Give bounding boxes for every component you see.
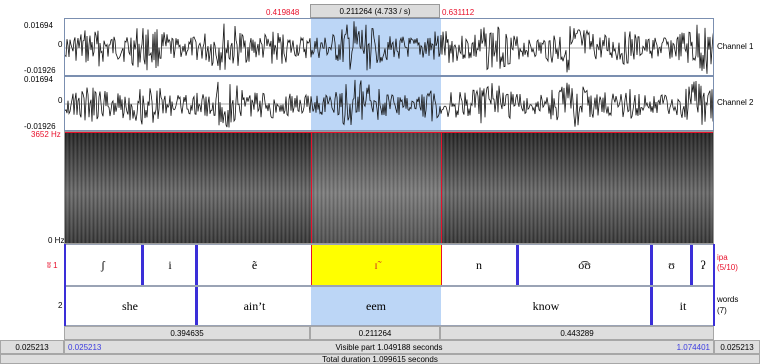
start-boundary xyxy=(64,244,66,326)
tier1-number: 1 xyxy=(53,261,58,270)
visible-part-label: Visible part 1.049188 seconds xyxy=(335,342,443,352)
channel2-label: Channel 2 xyxy=(717,98,754,107)
tier1-marker-glyph: ʬ xyxy=(47,261,51,270)
channel2-wave-svg xyxy=(65,79,713,128)
visible-start-label: 0.025213 xyxy=(68,342,102,352)
visible-outer-right-label: 0.025213 xyxy=(720,342,754,352)
tier2-interval-label: know xyxy=(532,298,560,313)
tier1-interval-label: n xyxy=(476,257,482,272)
tier2-interval[interactable]: she xyxy=(65,287,195,325)
channel2-max: 0.01694 xyxy=(24,75,53,84)
tier1-cursor-left xyxy=(311,245,312,285)
tier1-boundary[interactable] xyxy=(690,245,693,285)
tier1-marker: ʬ 1 xyxy=(47,261,58,271)
tier1-interval[interactable]: n xyxy=(442,245,516,285)
tier2-number: 2 xyxy=(58,301,63,310)
spectrogram-selection xyxy=(311,132,441,243)
selection-start-time: 0.419848 xyxy=(266,8,300,17)
tier2-interval-label: eem xyxy=(366,298,386,313)
channel1-label: Channel 1 xyxy=(717,42,754,51)
visible-outer-left[interactable]: 0.025213 xyxy=(0,340,64,354)
tier1-boundary[interactable] xyxy=(516,245,519,285)
visible-part-bar[interactable]: 0.025213 Visible part 1.049188 seconds 1… xyxy=(64,340,714,354)
total-duration-label: Total duration 1.099615 seconds xyxy=(322,354,438,364)
visible-outer-right[interactable]: 0.025213 xyxy=(714,340,760,354)
tier2-words[interactable]: she ain’t eem know it xyxy=(64,286,714,326)
tier1-interval[interactable]: ʊ xyxy=(653,245,690,285)
duration-selected-label: 0.211264 xyxy=(358,328,392,338)
selection-end-time: 0.631112 xyxy=(442,8,475,17)
tier1-boundary[interactable] xyxy=(650,245,653,285)
tier1-interval-label: ʔ xyxy=(700,257,706,272)
tier1-interval[interactable]: ẽ xyxy=(198,245,311,285)
tier2-interval-label: ain’t xyxy=(243,298,266,313)
tier1-name: ipa xyxy=(717,253,728,262)
duration-left-label: 0.394635 xyxy=(170,328,204,338)
channel2-zero: 0 xyxy=(58,96,63,105)
tier1-boundary[interactable] xyxy=(141,245,144,285)
channel1-wave-svg xyxy=(65,21,713,74)
tier2-name: words xyxy=(717,295,739,304)
tier2-boundary[interactable] xyxy=(650,287,653,325)
tier2-interval[interactable]: know xyxy=(442,287,650,325)
tier2-boundary[interactable] xyxy=(195,287,198,325)
tier1-interval-label: o͡ʊ xyxy=(578,257,591,272)
tier1-interval-label: ʃ xyxy=(101,257,105,272)
channel2-min: -0.01926 xyxy=(24,122,56,131)
tier1-interval[interactable]: o͡ʊ xyxy=(519,245,650,285)
channel2-waveform[interactable] xyxy=(64,76,714,131)
channel1-waveform[interactable] xyxy=(64,18,714,76)
tier1-interval[interactable]: ʃ xyxy=(65,245,141,285)
duration-right-label: 0.443289 xyxy=(560,328,594,338)
selection-duration-bar[interactable]: 0.211264 (4.733 / s) xyxy=(310,4,440,18)
tier2-interval-label: she xyxy=(122,298,138,313)
tier2-interval-selected[interactable]: eem xyxy=(311,287,441,325)
duration-selected-bar[interactable]: 0.211264 xyxy=(310,326,440,340)
visible-end-label: 1.074401 xyxy=(676,342,710,352)
tier1-interval[interactable]: ʔ xyxy=(693,245,713,285)
tier1-interval[interactable]: i xyxy=(144,245,196,285)
end-boundary xyxy=(713,244,715,326)
tier1-interval-label: i xyxy=(168,257,172,272)
tier1-interval-label: ɪ̃ xyxy=(374,257,378,272)
spectrogram-top-line xyxy=(65,132,713,133)
duration-right-bar[interactable]: 0.443289 xyxy=(440,326,714,340)
duration-left-bar[interactable]: 0.394635 xyxy=(64,326,310,340)
spectrogram-cursor-right xyxy=(441,132,442,243)
tier1-interval-label: ʊ xyxy=(668,257,675,272)
tier1-interval-label: ẽ xyxy=(251,257,258,272)
tier2-interval-label: it xyxy=(679,298,687,313)
tier1-count: (5/10) xyxy=(717,263,738,272)
tier2-interval[interactable]: ain’t xyxy=(198,287,311,325)
total-duration-bar[interactable]: Total duration 1.099615 seconds xyxy=(0,354,760,364)
channel1-min: -0.01926 xyxy=(24,66,56,75)
spectrogram-min-frequency: 0 Hz xyxy=(48,236,65,245)
tier1-interval-selected[interactable]: ɪ̃ xyxy=(311,245,441,285)
visible-outer-left-label: 0.025213 xyxy=(15,342,49,352)
tier2-count: (7) xyxy=(717,306,727,315)
spectrogram[interactable] xyxy=(64,131,714,244)
channel1-zero: 0 xyxy=(58,40,63,49)
selection-duration-label: 0.211264 (4.733 / s) xyxy=(339,6,411,16)
tier1-boundary[interactable] xyxy=(195,245,198,285)
spectrogram-cursor-left xyxy=(311,132,312,243)
tier1-cursor-right xyxy=(441,245,442,285)
spectrogram-max-frequency: 3652 Hz xyxy=(31,130,61,139)
channel1-max: 0.01694 xyxy=(24,21,53,30)
tier1-ipa[interactable]: ʃ i ẽ ɪ̃ n o͡ʊ ʊ ʔ xyxy=(64,244,714,286)
tier2-interval[interactable]: it xyxy=(653,287,713,325)
